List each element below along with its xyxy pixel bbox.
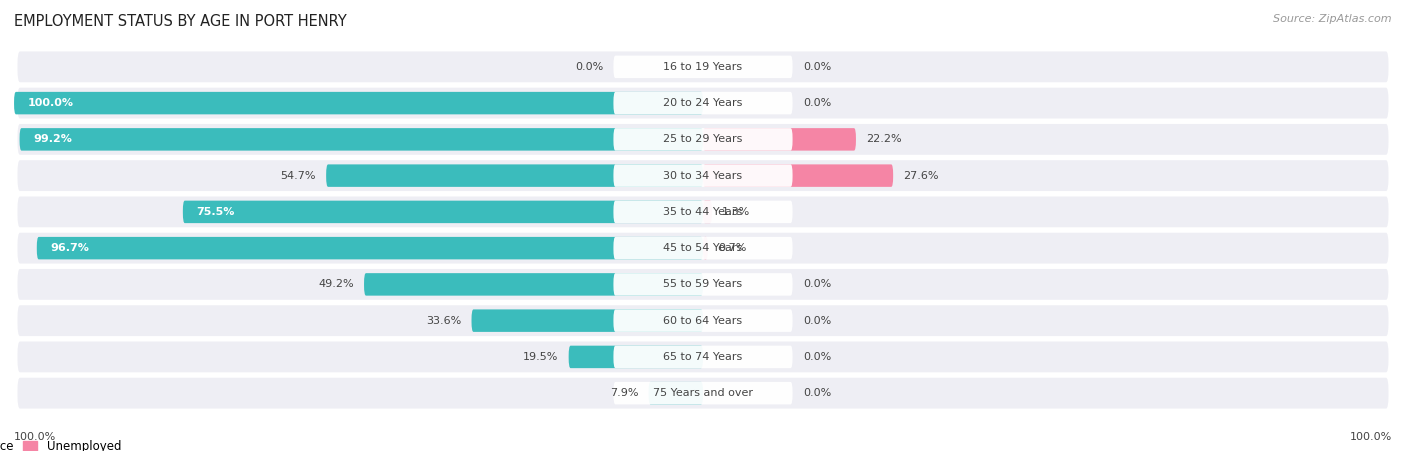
Text: 20 to 24 Years: 20 to 24 Years [664,98,742,108]
FancyBboxPatch shape [14,92,703,115]
Text: 99.2%: 99.2% [34,134,72,144]
Text: 25 to 29 Years: 25 to 29 Years [664,134,742,144]
FancyBboxPatch shape [17,233,1389,263]
Text: 55 to 59 Years: 55 to 59 Years [664,280,742,290]
Text: 0.0%: 0.0% [803,98,831,108]
Text: 100.0%: 100.0% [14,432,56,442]
Text: EMPLOYMENT STATUS BY AGE IN PORT HENRY: EMPLOYMENT STATUS BY AGE IN PORT HENRY [14,14,347,28]
Text: 0.0%: 0.0% [803,388,831,398]
Text: 100.0%: 100.0% [1350,432,1392,442]
Text: 65 to 74 Years: 65 to 74 Years [664,352,742,362]
Legend: In Labor Force, Unemployed: In Labor Force, Unemployed [0,440,121,451]
FancyBboxPatch shape [703,237,707,259]
FancyBboxPatch shape [613,128,793,151]
FancyBboxPatch shape [613,345,793,368]
Text: 100.0%: 100.0% [28,98,75,108]
Text: 0.0%: 0.0% [803,352,831,362]
Text: 75 Years and over: 75 Years and over [652,388,754,398]
Text: 0.0%: 0.0% [803,62,831,72]
FancyBboxPatch shape [17,87,1389,119]
Text: 54.7%: 54.7% [280,170,316,180]
Text: 75.5%: 75.5% [197,207,235,217]
Text: 49.2%: 49.2% [318,280,354,290]
FancyBboxPatch shape [648,382,703,405]
Text: 0.7%: 0.7% [718,243,747,253]
FancyBboxPatch shape [613,273,793,296]
FancyBboxPatch shape [613,201,793,223]
Text: Source: ZipAtlas.com: Source: ZipAtlas.com [1274,14,1392,23]
FancyBboxPatch shape [17,197,1389,227]
FancyBboxPatch shape [20,128,703,151]
FancyBboxPatch shape [17,269,1389,300]
FancyBboxPatch shape [17,341,1389,373]
FancyBboxPatch shape [471,309,703,332]
FancyBboxPatch shape [613,164,793,187]
FancyBboxPatch shape [364,273,703,296]
Text: 60 to 64 Years: 60 to 64 Years [664,316,742,326]
FancyBboxPatch shape [17,124,1389,155]
Text: 0.0%: 0.0% [575,62,603,72]
FancyBboxPatch shape [703,164,893,187]
FancyBboxPatch shape [17,160,1389,191]
Text: 45 to 54 Years: 45 to 54 Years [664,243,742,253]
FancyBboxPatch shape [613,309,793,332]
Text: 19.5%: 19.5% [523,352,558,362]
Text: 35 to 44 Years: 35 to 44 Years [664,207,742,217]
FancyBboxPatch shape [183,201,703,223]
FancyBboxPatch shape [613,382,793,405]
FancyBboxPatch shape [17,378,1389,409]
Text: 0.0%: 0.0% [803,280,831,290]
FancyBboxPatch shape [703,128,856,151]
Text: 30 to 34 Years: 30 to 34 Years [664,170,742,180]
FancyBboxPatch shape [703,201,711,223]
Text: 22.2%: 22.2% [866,134,901,144]
Text: 16 to 19 Years: 16 to 19 Years [664,62,742,72]
FancyBboxPatch shape [17,305,1389,336]
FancyBboxPatch shape [613,237,793,259]
FancyBboxPatch shape [37,237,703,259]
Text: 96.7%: 96.7% [51,243,90,253]
FancyBboxPatch shape [568,345,703,368]
Text: 0.0%: 0.0% [803,316,831,326]
FancyBboxPatch shape [613,92,793,115]
FancyBboxPatch shape [17,51,1389,82]
Text: 27.6%: 27.6% [904,170,939,180]
FancyBboxPatch shape [326,164,703,187]
Text: 1.3%: 1.3% [723,207,751,217]
FancyBboxPatch shape [613,55,793,78]
Text: 33.6%: 33.6% [426,316,461,326]
Text: 7.9%: 7.9% [610,388,638,398]
